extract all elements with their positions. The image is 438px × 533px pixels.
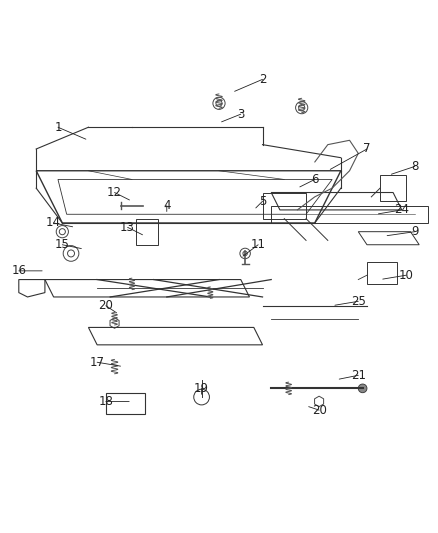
Text: 17: 17 bbox=[90, 356, 105, 369]
Text: 19: 19 bbox=[194, 382, 209, 395]
Text: 20: 20 bbox=[99, 299, 113, 312]
Text: 1: 1 bbox=[54, 121, 62, 134]
Text: 10: 10 bbox=[399, 269, 413, 282]
Text: 8: 8 bbox=[411, 160, 419, 173]
Text: 20: 20 bbox=[312, 403, 327, 417]
Text: 21: 21 bbox=[351, 369, 366, 382]
Bar bbox=[136, 219, 158, 245]
Text: 7: 7 bbox=[363, 142, 371, 156]
Text: 18: 18 bbox=[99, 395, 113, 408]
Text: 24: 24 bbox=[394, 204, 409, 216]
Text: 3: 3 bbox=[237, 108, 244, 120]
Text: 9: 9 bbox=[411, 225, 419, 238]
Text: 11: 11 bbox=[251, 238, 266, 251]
Text: 14: 14 bbox=[46, 216, 61, 230]
Text: 6: 6 bbox=[311, 173, 318, 186]
Bar bbox=[262, 192, 306, 219]
Bar bbox=[106, 393, 145, 415]
Text: 25: 25 bbox=[351, 295, 366, 308]
Circle shape bbox=[358, 384, 367, 393]
Text: 13: 13 bbox=[120, 221, 135, 234]
Text: 2: 2 bbox=[259, 73, 266, 86]
Text: 5: 5 bbox=[259, 195, 266, 208]
Bar bbox=[367, 262, 397, 284]
Text: 4: 4 bbox=[163, 199, 170, 212]
Text: 16: 16 bbox=[11, 264, 26, 277]
Text: 15: 15 bbox=[55, 238, 70, 251]
Text: 12: 12 bbox=[107, 186, 122, 199]
